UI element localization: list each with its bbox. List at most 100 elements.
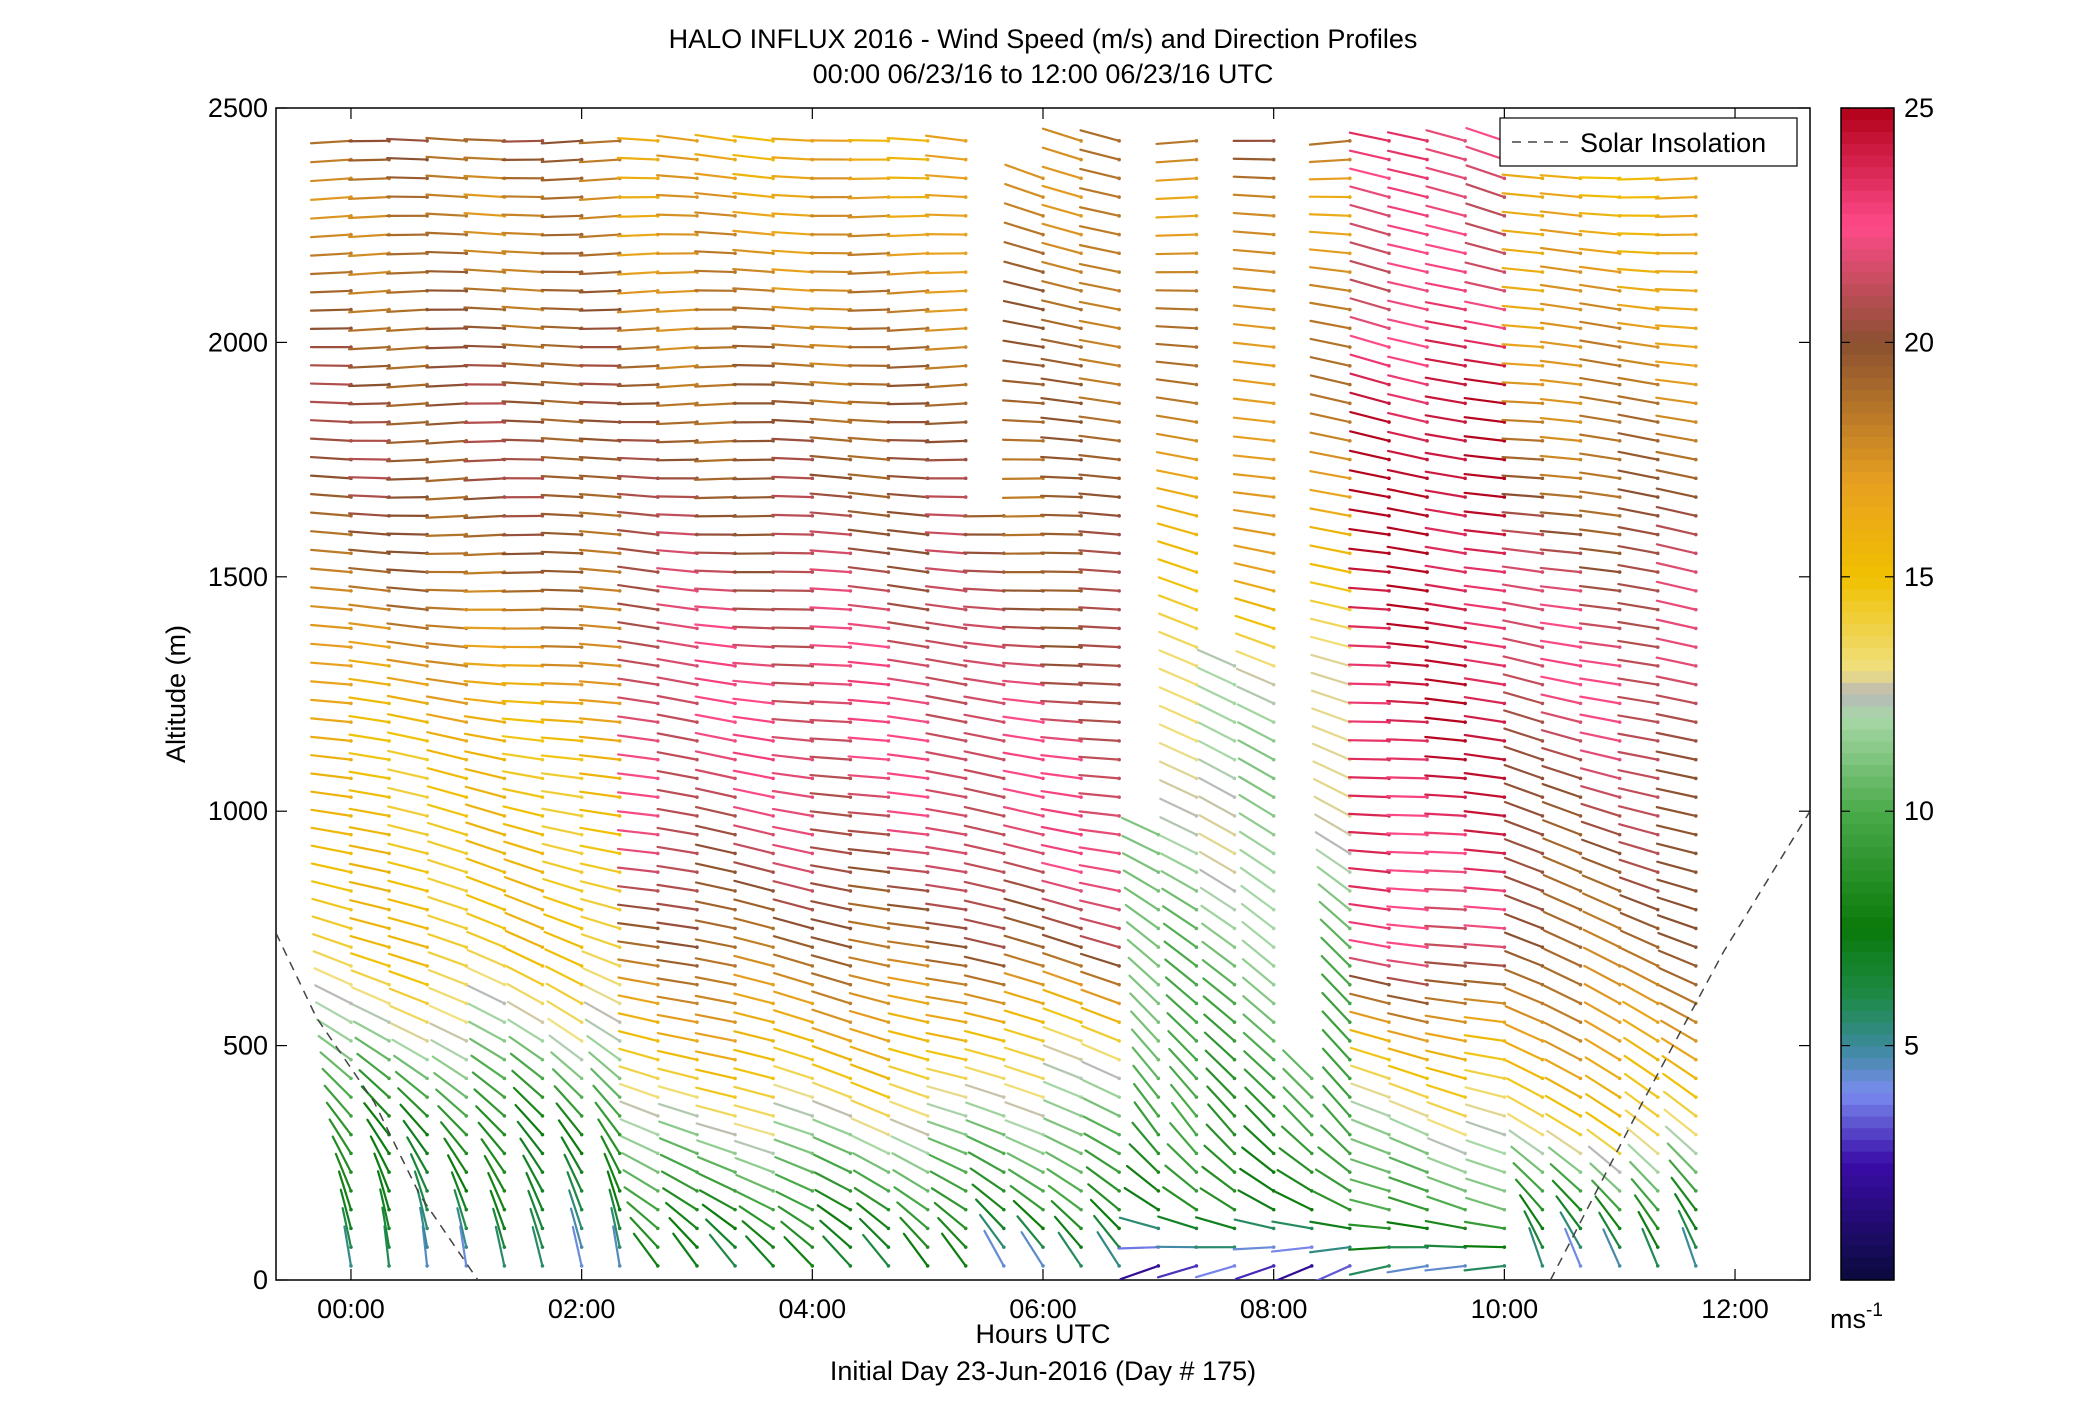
wind-barb (1559, 1211, 1582, 1249)
wind-barb-head (1655, 607, 1660, 612)
wind-barb-head (1079, 1114, 1083, 1118)
wind-barb (616, 402, 659, 406)
wind-barb (348, 512, 391, 517)
wind-barb (1039, 513, 1083, 517)
wind-barb-head (1578, 1076, 1583, 1081)
wind-barb (809, 606, 852, 611)
wind-barb (1617, 658, 1659, 667)
wind-barb (1508, 1129, 1544, 1155)
wind-barb (1655, 787, 1697, 799)
wind-barb (1234, 597, 1275, 611)
wind-barb (1578, 528, 1621, 536)
wind-barb-head (1194, 645, 1199, 649)
wind-barb-head (1617, 326, 1622, 331)
wind-barb (348, 640, 391, 649)
wind-barb-head (963, 870, 968, 874)
wind-barb (309, 419, 353, 424)
wind-barb-head (1387, 495, 1391, 499)
wind-barb-head (1041, 832, 1045, 837)
wind-barb (813, 1171, 852, 1193)
wind-barb (888, 1047, 929, 1061)
wind-barb (1387, 224, 1429, 236)
wind-barb (733, 1085, 775, 1099)
wind-barb (809, 792, 852, 799)
wind-barb (1040, 357, 1083, 367)
wind-barb (1002, 399, 1045, 405)
wind-barb (578, 177, 621, 183)
wind-barb (310, 717, 353, 724)
wind-barb (1617, 677, 1659, 686)
colorbar-band (1841, 1151, 1894, 1164)
wind-barb-head (1194, 1189, 1199, 1193)
wind-barb (963, 713, 1005, 724)
wind-barb-head (1117, 1132, 1121, 1137)
wind-barb (732, 229, 775, 236)
wind-barb (1003, 1046, 1045, 1061)
wind-barb-head (617, 607, 622, 612)
wind-barb (1322, 1066, 1351, 1099)
wind-barb (1425, 243, 1467, 255)
wind-barb-head (771, 945, 775, 949)
wind-barb (891, 1152, 929, 1174)
wind-barb (814, 1188, 852, 1211)
wind-barb (1465, 1177, 1506, 1193)
wind-barb-head (963, 307, 968, 312)
wind-barb-head (349, 1020, 353, 1024)
wind-barb-head (349, 1151, 353, 1156)
wind-barb (1012, 1199, 1045, 1230)
wind-barb-head (925, 532, 930, 537)
wind-barb (1656, 860, 1697, 874)
wind-barb (386, 137, 429, 142)
wind-barb-head (1540, 1132, 1545, 1137)
wind-barb (1198, 776, 1236, 799)
wind-barb (656, 845, 699, 855)
wind-barb-head (1271, 307, 1276, 312)
wind-barb (1655, 656, 1697, 667)
wind-barb-head (886, 907, 891, 912)
wind-barb (967, 1151, 1005, 1174)
wind-barb (733, 917, 775, 930)
wind-barb (656, 751, 699, 761)
wind-barb (1617, 750, 1659, 761)
wind-barb-head (1617, 1057, 1622, 1062)
wind-barb (1016, 1215, 1045, 1249)
wind-barb (1004, 182, 1045, 199)
wind-barb-head (695, 664, 699, 668)
wind-barb-head (1425, 1020, 1429, 1024)
wind-barb (847, 454, 890, 461)
wind-barb (732, 514, 775, 518)
wind-barb (386, 327, 429, 332)
wind-barb-head (695, 1226, 699, 1231)
wind-barb-head (733, 176, 737, 181)
wind-barb (463, 571, 506, 575)
wind-barb (732, 325, 775, 330)
wind-barb (501, 752, 544, 761)
wind-barb-head (1502, 1020, 1507, 1024)
wind-barb (321, 1067, 353, 1099)
wind-barb (540, 607, 583, 611)
wind-barb (732, 153, 775, 161)
wind-barb (732, 643, 775, 649)
wind-barb (1424, 1244, 1467, 1249)
wind-barb (1309, 283, 1351, 292)
wind-barb (1543, 1021, 1582, 1043)
wind-barb (1204, 1049, 1236, 1080)
wind-barb-head (1117, 551, 1121, 556)
wind-barb (1463, 696, 1506, 705)
wind-barb-head (1194, 795, 1199, 799)
wind-barb (1310, 635, 1351, 649)
wind-barb (962, 587, 1005, 592)
wind-barb (1008, 1168, 1045, 1193)
wind-barb-head (733, 832, 737, 837)
wind-barb-head (464, 776, 469, 781)
wind-barb-head (1578, 1151, 1583, 1156)
wind-barb (1540, 729, 1582, 742)
wind-barb-head (1232, 907, 1237, 912)
wind-barb-head (655, 814, 660, 818)
wind-barb-head (464, 1132, 469, 1137)
wind-barb (695, 1086, 737, 1099)
wind-barb (1579, 433, 1621, 442)
wind-barb (1463, 396, 1506, 405)
wind-barb (848, 1009, 890, 1024)
wind-barb-head (1271, 1226, 1276, 1231)
